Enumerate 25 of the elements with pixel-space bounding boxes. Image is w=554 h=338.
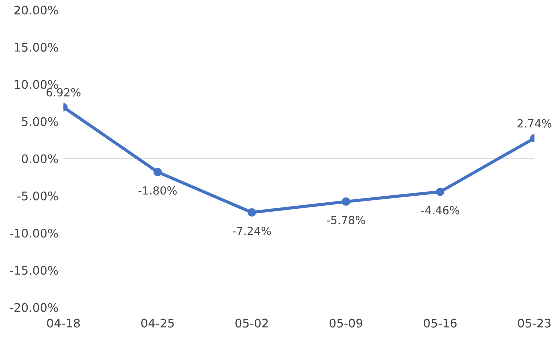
data-label: -1.80% (138, 186, 177, 195)
x-tick-label: 05-09 (330, 318, 363, 328)
y-tick-label: 15.00% (15, 43, 58, 52)
y-tick-label: -5.00% (18, 192, 58, 201)
y-tick-label: 10.00% (15, 80, 58, 90)
y-tick-label: -10.00% (10, 228, 58, 238)
y-tick-label: 20.00% (14, 6, 58, 15)
x-tick-label: 05-23 (518, 318, 551, 328)
data-label: -7.24% (232, 226, 272, 236)
x-tick-label: 04-25 (142, 318, 174, 328)
y-tick-label: 5.00% (22, 117, 58, 126)
y-tick-label: -15.00% (10, 266, 58, 276)
x-tick-label: 05-16 (424, 318, 457, 328)
data-label: 2.74% (518, 119, 552, 128)
y-tick-label: 0.00% (22, 154, 58, 164)
data-label: -4.46% (421, 206, 460, 215)
x-tick-label: 04-18 (47, 318, 80, 328)
point (436, 188, 445, 196)
y-tick-label: -20.00% (10, 303, 58, 312)
point (342, 198, 350, 206)
x-tick-label: 05-02 (236, 318, 268, 328)
data-label: -5.78% (327, 216, 366, 225)
point (248, 208, 256, 217)
point (154, 168, 162, 176)
data-label: 6.92% (46, 88, 81, 97)
